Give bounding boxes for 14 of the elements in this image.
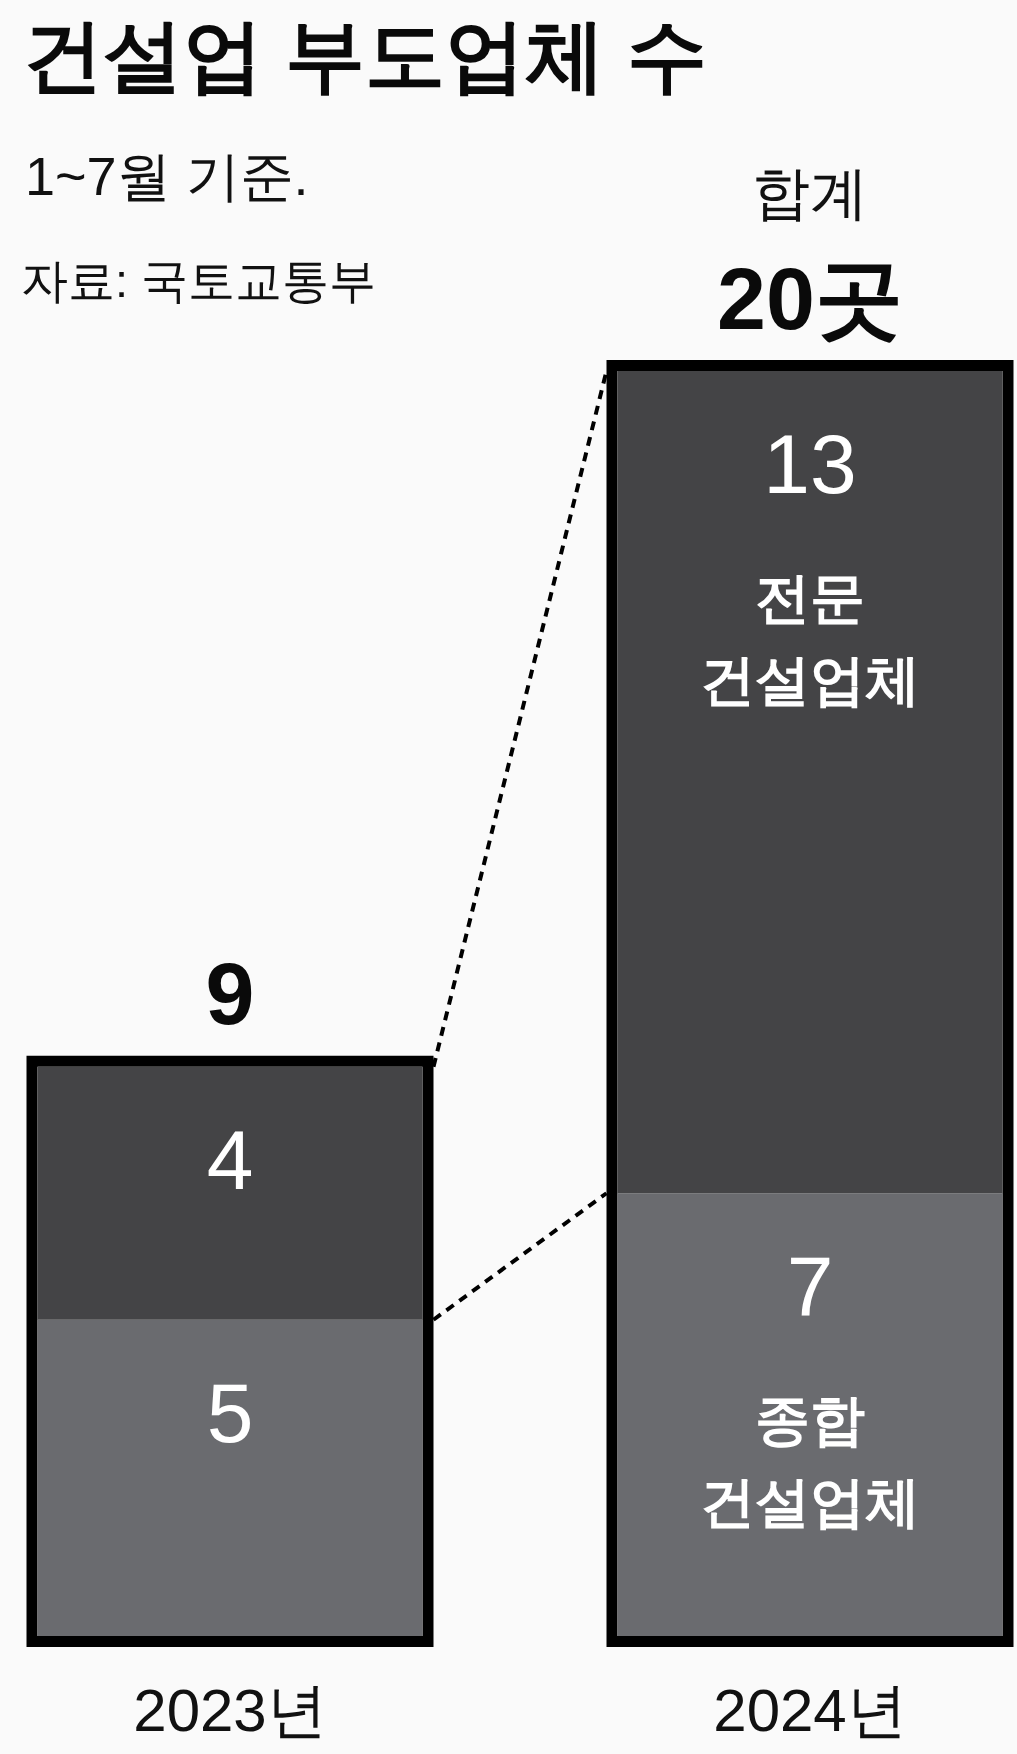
data-label: 4 (206, 1112, 254, 1207)
x-tick-label: 2023년 (133, 1676, 327, 1744)
series-label: 전문 건설업체 (700, 567, 920, 711)
x-tick-label: 2024년 (713, 1676, 907, 1744)
annotation: 합계 (752, 159, 868, 225)
chart-title: 건설업 부도업체 수 (23, 10, 708, 100)
data-label: 7 (786, 1239, 834, 1334)
total-label: 20곳 (717, 248, 903, 348)
series-label: 종합 건설업체 (700, 1389, 920, 1534)
data-label: 13 (763, 417, 857, 511)
chart-subtitle: 1~7월 기준. (25, 146, 309, 206)
text: 자료: 국토교통부 (21, 254, 377, 307)
total-label: 9 (205, 944, 255, 1044)
data-label: 5 (206, 1365, 254, 1460)
